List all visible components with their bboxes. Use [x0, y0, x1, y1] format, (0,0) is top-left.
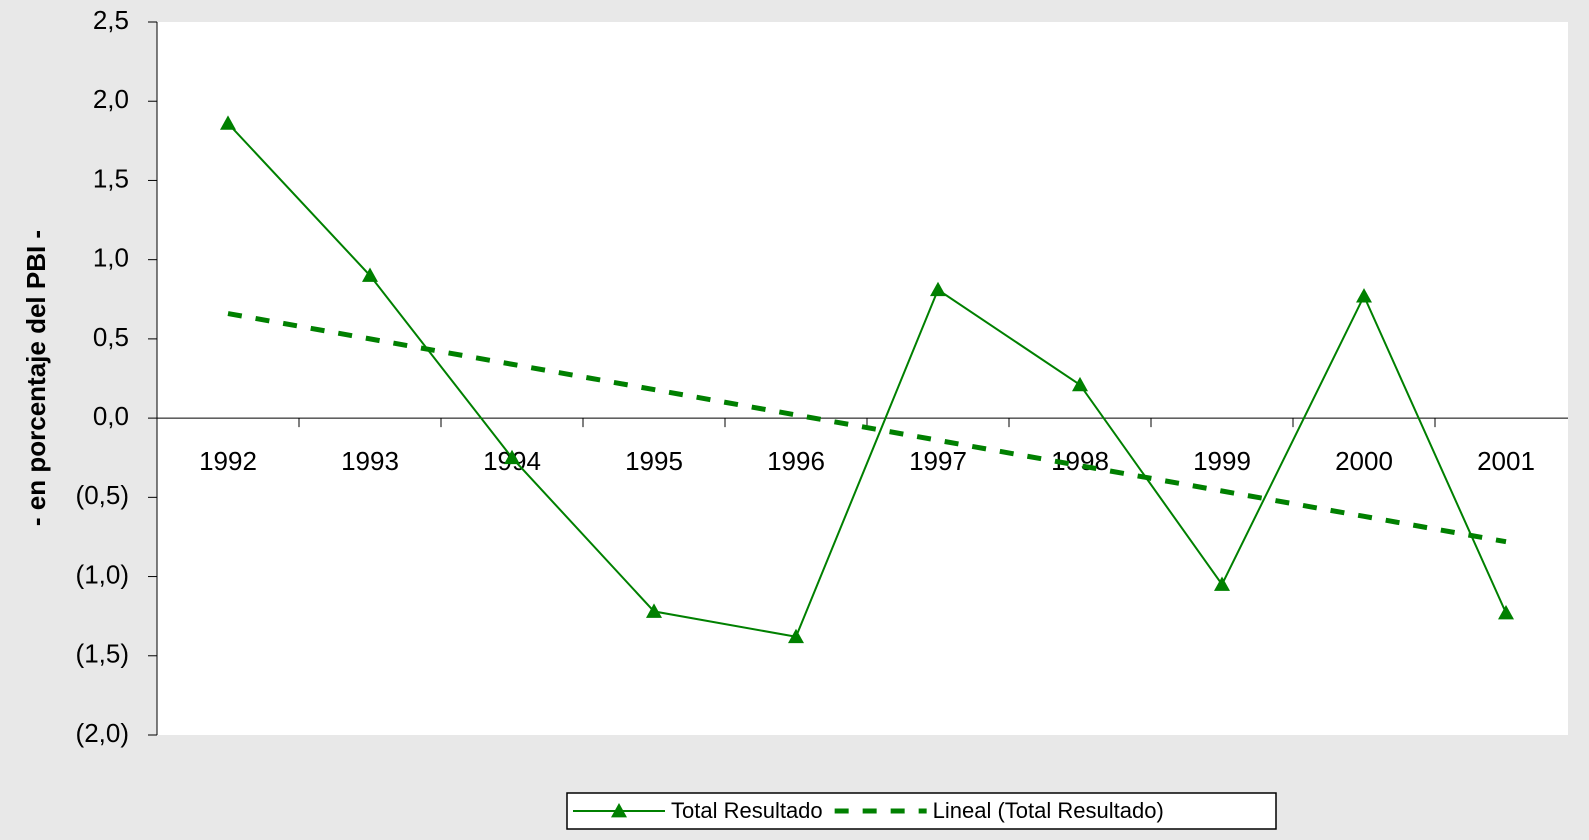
legend-label: Lineal (Total Resultado) [933, 798, 1164, 823]
x-tick-label: 1992 [199, 446, 257, 476]
x-tick-label: 1999 [1193, 446, 1251, 476]
x-tick-label: 1997 [909, 446, 967, 476]
marker [1498, 604, 1514, 620]
y-tick-label: 0,0 [93, 401, 129, 431]
marker [788, 628, 804, 644]
trend-line [227, 311, 1507, 545]
x-tick-label: 1993 [341, 446, 399, 476]
y-tick-label: (1,0) [76, 559, 129, 589]
marker [1356, 288, 1372, 303]
x-tick-label: 1996 [767, 446, 825, 476]
marker [504, 449, 520, 465]
y-tick-label: (2,0) [76, 718, 129, 748]
y-axis-label: - en porcentaje del PBI - [21, 230, 51, 526]
x-tick-label: 1995 [625, 446, 683, 476]
y-tick-label: (0,5) [76, 480, 129, 510]
series-line [227, 122, 1507, 638]
y-tick-label: 1,0 [93, 243, 129, 273]
x-tick-label: 2001 [1477, 446, 1535, 476]
y-tick-label: (1,5) [76, 639, 129, 669]
legend-label: Total Resultado [671, 798, 823, 823]
marker [362, 267, 378, 282]
legend-marker [611, 803, 627, 818]
y-tick-label: 2,0 [93, 84, 129, 114]
marker [930, 281, 946, 297]
plot-area [157, 22, 1568, 735]
marker [646, 603, 662, 618]
y-tick-label: 0,5 [93, 322, 129, 352]
marker [220, 115, 236, 130]
x-tick-label: 2000 [1335, 446, 1393, 476]
y-tick-label: 1,5 [93, 163, 129, 193]
marker [1072, 376, 1088, 392]
marker [1214, 576, 1230, 591]
y-tick-label: 2,5 [93, 5, 129, 35]
